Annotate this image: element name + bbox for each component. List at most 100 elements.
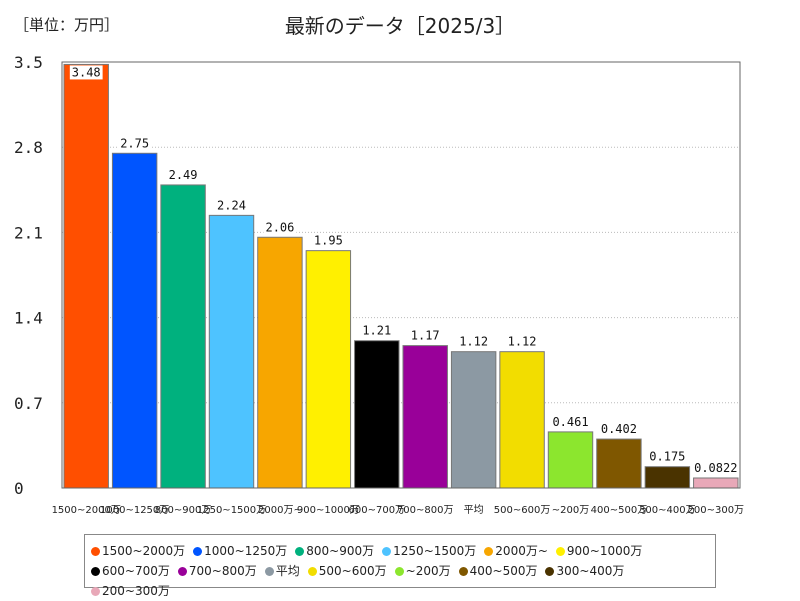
data-label: 2.24 — [217, 198, 246, 212]
legend-item: 1500~2000万 — [91, 541, 185, 561]
bar — [208, 214, 255, 489]
chart-title: 最新のデータ［2025/3］ — [284, 14, 516, 38]
legend-label: 1000~1250万 — [204, 544, 288, 558]
x-axis: 1500~2000万1000~1250万800~900万1250~1500万20… — [52, 504, 744, 516]
data-label-bg — [505, 334, 539, 349]
legend-swatch — [394, 567, 404, 576]
data-label: 0.175 — [649, 450, 685, 464]
legend-swatch — [193, 547, 203, 556]
bar — [160, 184, 206, 489]
legend-item: 平均 — [264, 561, 300, 581]
bar — [63, 63, 109, 489]
data-label-bg — [647, 449, 688, 464]
x-tick-label: 400~500万 — [591, 505, 648, 516]
bar — [257, 236, 303, 489]
x-tick-label: 2000万~ — [258, 505, 302, 516]
legend-label: 700~800万 — [188, 564, 257, 578]
bar — [596, 438, 642, 489]
x-tick-label: 1000~1250万 — [100, 505, 169, 516]
data-label-bg — [360, 323, 394, 338]
legend-swatch — [484, 547, 494, 556]
bar — [305, 250, 352, 489]
data-label: 2.49 — [169, 168, 198, 182]
data-label: 1.17 — [411, 329, 440, 343]
bars: 3.48 2.75 2.49 2.24 2.06 1.95 1.21 1.17 1.12 1.12… — [63, 63, 740, 489]
legend-item: ~200万 — [394, 561, 451, 581]
legend-swatch — [545, 567, 555, 576]
bar — [111, 152, 158, 489]
legend: 1500~2000万 1000~1250万 800~900万 1250~1500万 20… — [84, 534, 716, 598]
data-label: 3.48 — [72, 65, 101, 79]
data-label-bg — [598, 422, 639, 437]
data-label-bg — [550, 414, 591, 429]
data-label: 0.461 — [552, 415, 588, 429]
data-label-bg — [457, 334, 491, 349]
legend-label: 300~400万 — [556, 564, 625, 578]
y-tick-label: 0.7 — [14, 394, 43, 413]
legend-swatch — [91, 547, 100, 556]
legend-label: 800~900万 — [306, 544, 375, 558]
y-tick-label: 2.1 — [14, 223, 43, 242]
data-label-bg — [166, 167, 200, 182]
data-label: 1.12 — [508, 335, 537, 349]
legend-swatch — [91, 567, 100, 576]
legend-label: 1250~1500万 — [393, 544, 477, 558]
unit-label: ［単位：万円］ — [14, 16, 120, 34]
data-label-bg — [408, 328, 442, 343]
bar — [450, 351, 497, 489]
data-label: 2.06 — [265, 220, 294, 234]
data-label-bg — [692, 460, 740, 475]
data-label-bg — [69, 65, 103, 80]
legend-label: 2000万~ — [495, 544, 548, 558]
legend-item: 800~900万 — [295, 541, 374, 561]
x-tick-label: 平均 — [464, 504, 484, 516]
data-label-bg — [118, 136, 152, 151]
legend-swatch — [295, 547, 305, 556]
legend-label: 200~300万 — [102, 584, 170, 598]
y-tick-label: 2.8 — [14, 138, 43, 157]
bar — [402, 345, 448, 489]
bar — [354, 340, 400, 489]
legend-item: 400~500万 — [458, 561, 538, 581]
x-tick-label: 500~600万 — [494, 505, 551, 516]
x-tick-label: 300~400万 — [639, 505, 696, 516]
legend-item: 900~1000万 — [555, 541, 643, 561]
legend-label: 900~1000万 — [566, 544, 643, 558]
y-tick-label: 0 — [14, 479, 24, 498]
data-label-bg — [263, 220, 297, 235]
data-label: 0.0822 — [694, 461, 737, 475]
legend-item: 300~400万 — [545, 561, 624, 581]
bar — [693, 477, 739, 489]
y-tick-label: 3.5 — [14, 53, 43, 72]
bar — [644, 466, 691, 489]
x-tick-label: 1500~2000万 — [52, 505, 121, 516]
x-tick-label: 800~900万 — [155, 505, 212, 516]
legend-swatch — [91, 587, 100, 596]
data-label: 1.95 — [314, 234, 343, 248]
legend-swatch — [264, 567, 274, 576]
legend-item: 600~700万 — [91, 561, 170, 581]
y-axis: 0 0.7 1.4 2.1 2.8 3.5 — [14, 53, 43, 498]
legend-label: 1500~2000万 — [102, 544, 186, 558]
legend-item: 700~800万 — [177, 561, 257, 581]
bar — [547, 431, 594, 489]
data-label: 2.75 — [120, 136, 149, 150]
data-label: 1.12 — [459, 335, 488, 349]
legend-label: 500~600万 — [318, 564, 387, 578]
x-tick-label: 1250~1500万 — [197, 505, 266, 516]
legend-label: 400~500万 — [469, 564, 538, 578]
data-label-bg — [215, 198, 248, 213]
bar-chart: 0 0.7 1.4 2.1 2.8 3.5 3.48 2.75 2.49 2.24 2.06 1.9… — [14, 53, 744, 516]
x-tick-label: 200~300万 — [688, 505, 745, 516]
data-label-bg — [311, 233, 345, 248]
legend-swatch — [177, 567, 187, 576]
legend-swatch — [382, 547, 392, 556]
legend-label: ~200万 — [405, 564, 451, 578]
x-tick-label: 700~800万 — [397, 505, 454, 516]
legend-swatch — [458, 567, 468, 576]
legend-label: 600~700万 — [102, 564, 170, 578]
plot-frame — [61, 61, 741, 489]
y-tick-label: 1.4 — [14, 309, 43, 328]
data-label: 0.402 — [601, 422, 637, 436]
x-tick-label: ~200万 — [552, 505, 589, 516]
